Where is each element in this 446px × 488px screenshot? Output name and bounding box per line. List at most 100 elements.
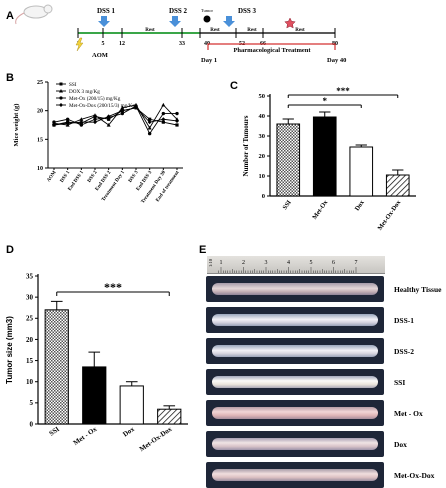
legend-label: Met-Ox-Dox (200/15/3) mg/Kg xyxy=(69,102,135,109)
y-tick-label: 15 xyxy=(37,137,43,143)
y-tick-label: 30 xyxy=(259,133,266,140)
colon-tissue-photo xyxy=(206,307,384,333)
y-axis-label: Tumor size (mm3) xyxy=(5,316,14,384)
star-icon xyxy=(284,17,296,29)
y-tick-label: 50 xyxy=(259,93,266,100)
lightning-icon xyxy=(75,37,84,52)
data-point xyxy=(147,131,152,136)
y-tick-label: 40 xyxy=(259,113,266,120)
ruler: 1:10 1 2 3 4 5 6 7 xyxy=(207,256,385,274)
y-tick-label: 25 xyxy=(26,315,34,323)
y-axis-label: Number of Tumours xyxy=(242,115,250,176)
legend-marker xyxy=(59,82,63,86)
significance-label: *** xyxy=(104,280,122,294)
data-point xyxy=(106,114,111,119)
treatment-label: Pharmacological Treatment xyxy=(233,47,311,54)
data-point xyxy=(79,123,84,127)
dss-label: DSS 1 xyxy=(97,7,116,15)
data-point xyxy=(65,121,70,126)
ruler-scale: 1:10 xyxy=(208,258,213,267)
tissue-sample xyxy=(212,469,378,481)
photo-label: Met-Ox-Dox xyxy=(394,471,435,480)
colon-tissue-photo xyxy=(206,276,384,302)
bar xyxy=(312,116,337,197)
y-axis-label: Mice weight (g) xyxy=(13,104,20,147)
data-point xyxy=(147,125,152,130)
down-arrow-icon xyxy=(223,16,235,27)
data-point xyxy=(93,120,97,125)
ruler-tick-label: 6 xyxy=(332,260,335,266)
y-tick-label: 0 xyxy=(30,420,34,428)
dss-label: DSS 2 xyxy=(169,7,188,15)
data-point xyxy=(175,118,179,123)
y-tick-label: 10 xyxy=(37,166,43,172)
panel-letter-b: B xyxy=(6,72,14,84)
ruler-tick-label: 1 xyxy=(220,260,223,266)
day-tick-label: 5 xyxy=(102,41,105,47)
tumor-size-bar-chart: 0 5 10 15 20 25 30 35 Tumor size (mm3) SSI Met - O… xyxy=(5,272,188,453)
x-tick-label: SSI xyxy=(282,199,294,211)
dss-label: DSS 3 xyxy=(238,7,257,15)
rest-label: Rest xyxy=(295,28,305,33)
y-tick-label: 5 xyxy=(30,399,34,407)
data-point xyxy=(65,117,70,121)
y-tick-label: 30 xyxy=(26,293,34,301)
mouse-icon xyxy=(15,4,53,25)
data-point xyxy=(148,117,152,121)
colon-tissue-photo xyxy=(206,400,384,426)
tissue-sample xyxy=(212,314,378,326)
ruler-tick-label: 4 xyxy=(287,260,290,266)
colon-tissue-photo xyxy=(206,431,384,457)
x-tick-label: Met-Ox-Dox xyxy=(138,425,174,453)
data-point xyxy=(120,105,125,110)
data-point xyxy=(175,123,179,127)
data-point xyxy=(52,123,56,127)
tissue-sample xyxy=(212,407,378,419)
data-point xyxy=(93,113,97,117)
y-tick-label: 20 xyxy=(259,153,266,160)
data-point xyxy=(161,117,166,122)
tissue-sample xyxy=(212,376,378,388)
rest-label: Rest xyxy=(247,28,257,33)
day-tick-label: 12 xyxy=(119,41,125,47)
colon-tissue-photo xyxy=(206,338,384,364)
photo-label: Met - Ox xyxy=(394,409,423,418)
bar xyxy=(157,408,182,425)
y-tick-label: 25 xyxy=(37,80,43,86)
y-tick-label: 10 xyxy=(259,173,266,180)
tissue-sample xyxy=(212,283,378,295)
aom-label: AOM xyxy=(92,52,108,59)
data-point xyxy=(79,117,84,121)
day-tick-label: 40 xyxy=(204,41,210,47)
bar xyxy=(82,366,107,425)
legend-marker xyxy=(59,89,63,93)
tissue-sample xyxy=(212,438,378,450)
rest-label: Rest xyxy=(210,28,220,33)
data-point xyxy=(106,123,111,127)
ruler-tick-label: 7 xyxy=(355,260,358,266)
x-tick-label: Dox xyxy=(121,425,136,439)
data-point xyxy=(79,120,84,125)
legend-label: DOX 3 mg/Kg xyxy=(69,89,100,95)
data-point xyxy=(120,108,125,113)
data-point xyxy=(161,102,166,107)
x-tick-label: Met - Ox xyxy=(72,425,99,447)
significance-label: *** xyxy=(336,86,350,96)
data-point xyxy=(134,105,138,110)
legend-marker xyxy=(59,96,63,100)
treatment-bracket xyxy=(207,43,336,50)
ruler-tick-label: 5 xyxy=(310,260,313,266)
y-tick-label: 15 xyxy=(26,357,34,365)
data-point xyxy=(107,117,111,121)
colon-tissue-photo xyxy=(206,369,384,395)
photo-label: DSS-1 xyxy=(394,316,415,325)
down-arrow-icon xyxy=(169,16,181,27)
panel-letter-c: C xyxy=(230,80,238,92)
tumour-count-bar-chart: 0 10 20 30 40 50 Number of Tumours SSI Met-Ox Dox… xyxy=(242,86,416,232)
treatment-day-end: Day 40 xyxy=(327,57,346,64)
photo-label: Dox xyxy=(394,440,407,449)
timeline-diagram: 1 5 12 33 40 52 66 80 Rest Rest Rest Res… xyxy=(15,4,346,64)
photo-label: Healthy Tissue xyxy=(394,285,442,294)
day-tick-label: 33 xyxy=(179,41,185,47)
series-line xyxy=(53,105,177,135)
